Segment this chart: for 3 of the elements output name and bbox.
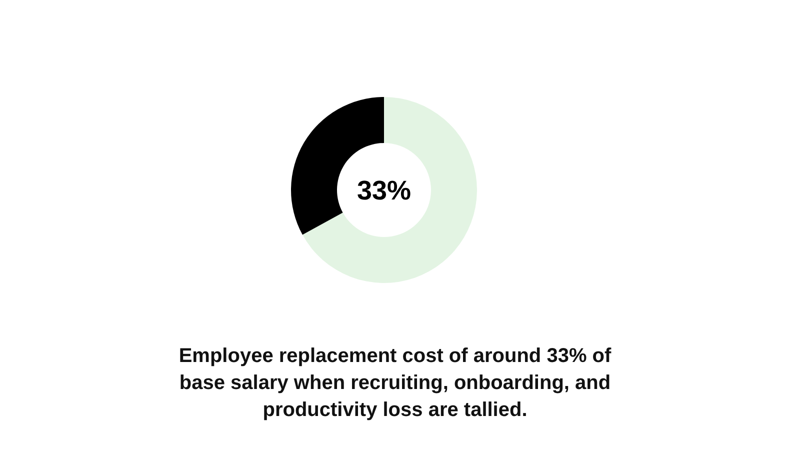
donut-slice <box>302 97 477 283</box>
text: Employee replacement cost of around 33% of base salary when recruiting, onboarding, and productivity loss are tallied. <box>178 345 612 421</box>
text: 33% <box>356 175 412 206</box>
